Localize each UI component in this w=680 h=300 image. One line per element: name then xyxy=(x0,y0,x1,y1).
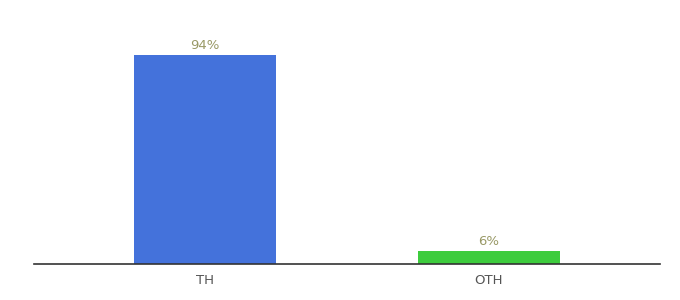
Text: 94%: 94% xyxy=(190,39,220,52)
Text: 6%: 6% xyxy=(479,235,500,248)
Bar xyxy=(133,55,275,264)
Bar xyxy=(418,251,560,264)
